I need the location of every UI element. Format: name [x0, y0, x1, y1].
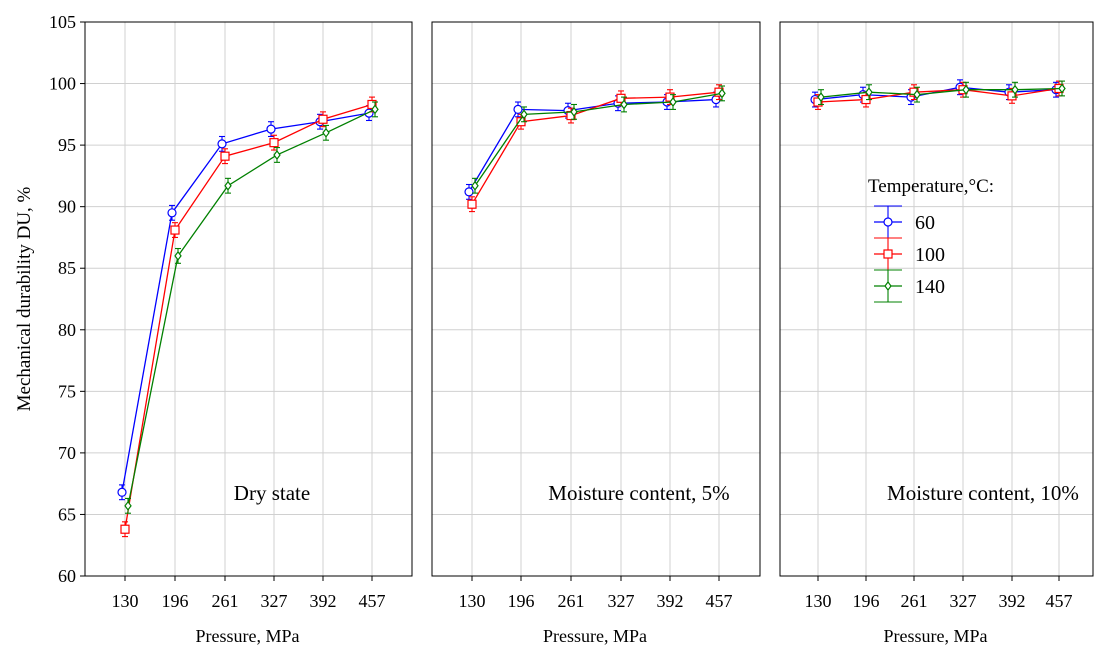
- x-tick-label: 327: [261, 591, 288, 611]
- legend-label: 140: [915, 276, 945, 298]
- x-tick-label: 196: [508, 591, 535, 611]
- series-line: [474, 92, 723, 187]
- data-point: [520, 109, 528, 120]
- x-tick-label: 327: [950, 591, 977, 611]
- x-tick-label: 261: [901, 591, 928, 611]
- series-140: [471, 85, 726, 194]
- data-point: [371, 104, 379, 115]
- panel-1: 60 65 70 75 80 85 90 95 100 105 130 196 261 327 392 457…: [49, 12, 413, 646]
- panel-annotation: Dry state: [234, 481, 310, 505]
- y-tick-label: 100: [49, 74, 76, 94]
- y-tick-label: 105: [49, 12, 76, 32]
- x-tick-label: 392: [310, 591, 337, 611]
- y-tick-label: 60: [58, 566, 76, 586]
- y-tick-label: 95: [58, 135, 76, 155]
- data-point: [318, 114, 328, 124]
- data-point: [220, 151, 230, 161]
- data-point: [174, 250, 182, 261]
- x-tick-label: 457: [706, 591, 733, 611]
- legend: Temperature,°C: 60 100 140: [868, 176, 994, 303]
- data-point: [124, 500, 132, 511]
- x-tick-label: 261: [558, 591, 585, 611]
- data-point: [620, 99, 628, 110]
- x-tick-label: 261: [212, 591, 239, 611]
- data-point: [170, 225, 180, 235]
- x-tick-label: 392: [999, 591, 1026, 611]
- data-point: [266, 124, 276, 134]
- data-point: [471, 180, 479, 191]
- data-point: [616, 93, 626, 103]
- x-tick-label: 130: [112, 591, 139, 611]
- series-line: [124, 103, 373, 530]
- series-line: [820, 87, 1063, 98]
- data-point: [669, 97, 677, 108]
- x-axis-label: Pressure, MPa: [543, 626, 647, 646]
- data-point: [1007, 91, 1017, 101]
- plot-frame: [84, 21, 413, 577]
- data-point: [467, 199, 477, 209]
- series-line: [817, 87, 1060, 103]
- x-tick-label: 457: [359, 591, 386, 611]
- series-60: [117, 105, 374, 501]
- data-point: [167, 208, 177, 218]
- y-tick-label: 80: [58, 320, 76, 340]
- series-100: [467, 84, 724, 213]
- y-axis-label: Mechanical durability DU, %: [14, 186, 35, 411]
- data-point: [1058, 83, 1066, 94]
- series-140: [817, 80, 1066, 106]
- panel-annotation: Moisture content, 5%: [548, 481, 729, 505]
- panel-annotation: Moisture content, 10%: [887, 481, 1079, 505]
- series-100: [120, 96, 377, 538]
- x-axis-label: Pressure, MPa: [196, 626, 300, 646]
- data-point: [273, 149, 281, 160]
- data-point: [718, 88, 726, 99]
- series-140: [124, 101, 379, 514]
- x-axis-label: Pressure, MPa: [884, 626, 988, 646]
- data-point: [817, 92, 825, 103]
- data-point: [464, 187, 474, 197]
- legend-marker: [884, 281, 892, 291]
- x-tick-label: 130: [805, 591, 832, 611]
- plot-frame: [779, 21, 1094, 577]
- y-tick-label: 85: [58, 258, 76, 278]
- series-line: [121, 112, 370, 493]
- data-point: [1011, 84, 1019, 95]
- panel-2: 130 196 261 327 392 457 Pressure, MPa Moisture …: [431, 21, 761, 646]
- y-tick-label: 90: [58, 197, 76, 217]
- data-point: [322, 127, 330, 138]
- data-point: [120, 524, 130, 534]
- x-tick-label: 392: [657, 591, 684, 611]
- data-point: [570, 106, 578, 117]
- data-point: [224, 180, 232, 191]
- data-point: [513, 104, 523, 115]
- data-point: [217, 139, 227, 149]
- legend-title: Temperature,°C:: [868, 176, 994, 197]
- y-tick-label: 65: [58, 504, 76, 524]
- legend-marker: [883, 217, 893, 227]
- plot-frame: [431, 21, 761, 577]
- data-point: [962, 84, 970, 95]
- x-tick-label: 457: [1046, 591, 1073, 611]
- data-point: [865, 87, 873, 98]
- panel-3: 130 196 261 327 392 457 Pressure, MPa Moisture …: [779, 21, 1094, 646]
- x-tick-label: 327: [608, 591, 635, 611]
- y-tick-label: 75: [58, 381, 76, 401]
- x-tick-label: 196: [162, 591, 189, 611]
- data-point: [913, 89, 921, 100]
- x-tick-label: 196: [853, 591, 880, 611]
- legend-label: 60: [915, 212, 935, 234]
- x-tick-label: 130: [459, 591, 486, 611]
- series-line: [127, 108, 376, 506]
- data-point: [269, 138, 279, 148]
- series-line: [471, 91, 720, 205]
- data-point: [117, 487, 127, 497]
- y-tick-label: 70: [58, 443, 76, 463]
- legend-marker: [883, 249, 893, 259]
- legend-label: 100: [915, 244, 945, 266]
